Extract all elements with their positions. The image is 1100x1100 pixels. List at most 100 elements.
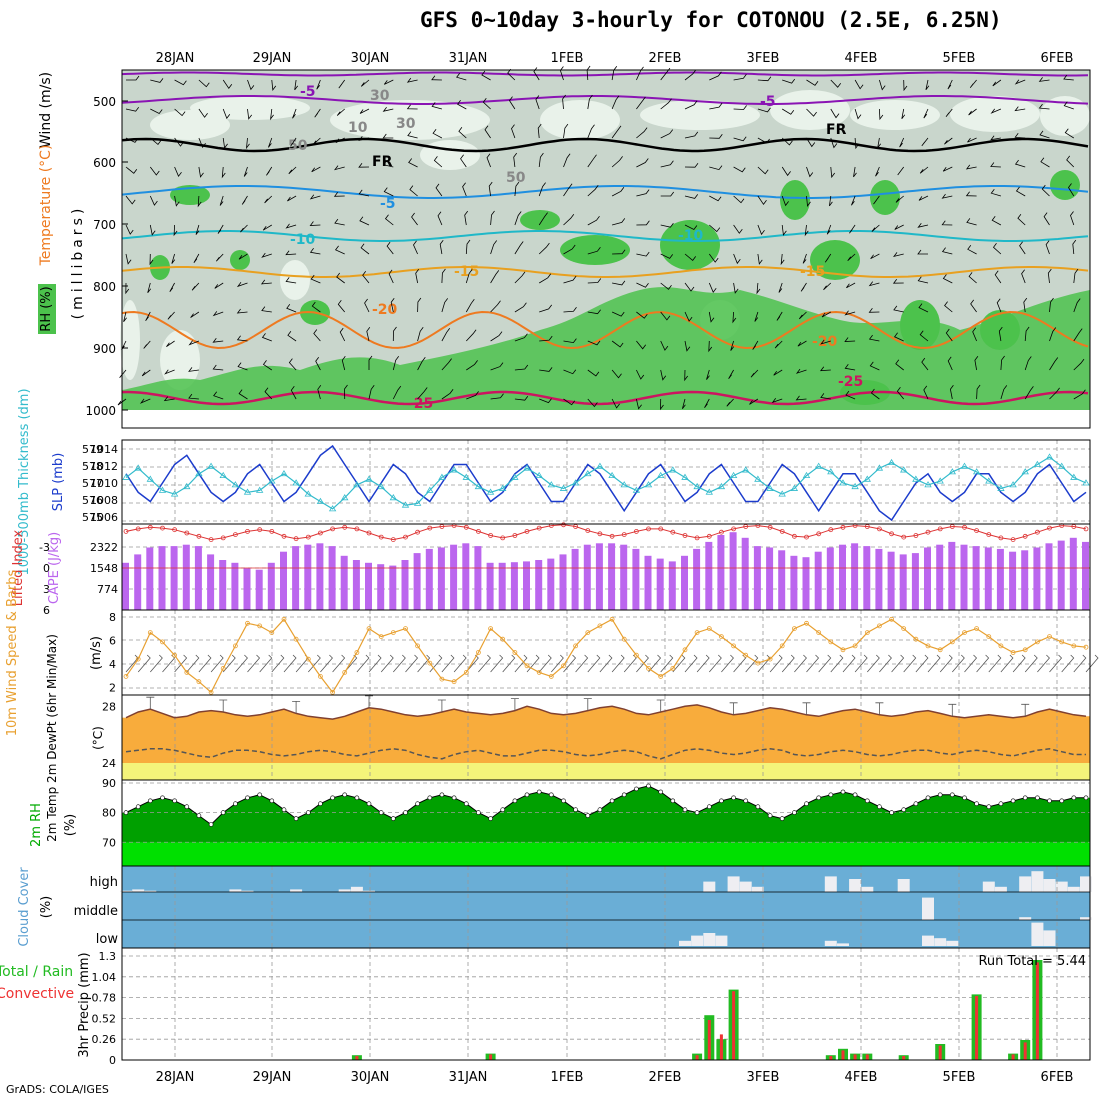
rh2m-point-0	[123, 810, 129, 815]
slp-line	[125, 444, 1087, 522]
wind-barb-208	[538, 182, 546, 197]
surface-wind-barb-62	[879, 654, 892, 673]
cloud-high-bar-71	[982, 881, 995, 892]
lifted-index-point-16	[317, 530, 323, 536]
wind-barb-477	[1073, 328, 1083, 342]
cloud-low-bar-49	[715, 935, 728, 946]
cape-bar-13	[280, 551, 287, 610]
lifted-index-point-55	[792, 533, 797, 539]
cape-bar-12	[267, 562, 275, 610]
wind-speed-point-47	[694, 630, 700, 635]
wind-barb-180	[481, 70, 491, 81]
date-label-top-28JAN: 28JAN	[156, 51, 195, 66]
surface-wind-barb-3	[162, 654, 176, 673]
isotherm-label-15: 50	[506, 170, 526, 186]
wind-speed-point-55	[792, 626, 797, 631]
surface-wind-barb-72	[1000, 654, 1014, 673]
wind-barb-406	[921, 357, 929, 371]
lifted-index-point-20	[366, 530, 372, 536]
cloud-high-bar-64	[897, 879, 910, 892]
wind-barb-19	[147, 282, 152, 293]
wind-barb-201	[514, 333, 528, 342]
label-precip-unit: 3hr Precip (mm)	[77, 952, 92, 1057]
thickness-point-3	[158, 486, 167, 493]
li-tick-3: 3	[43, 583, 50, 596]
temp-minmax-bar-68	[948, 703, 957, 717]
lifted-index-point-2	[147, 524, 153, 530]
rh2m-point-2	[148, 798, 153, 804]
wind-speed-point-65	[913, 636, 919, 642]
thickness-point-44	[656, 471, 665, 478]
surface-wind-barb-67	[939, 654, 953, 673]
rh2m-point-4	[172, 798, 177, 804]
wind-barb-101	[309, 221, 321, 226]
thickness-point-9	[231, 481, 240, 488]
cape-bar-9	[231, 562, 239, 610]
wind-speed-point-44	[658, 674, 664, 679]
label-wind: Wind (m/s)	[38, 72, 54, 148]
wind-barb-315	[757, 166, 769, 175]
wind-barb-294	[708, 253, 719, 263]
wind-barb-120	[360, 79, 370, 87]
date-label-bottom-1FEB: 1FEB	[551, 1070, 584, 1085]
cape-bar-53	[766, 547, 774, 610]
rh2m-point-54	[779, 816, 785, 821]
wind-speed-point-56	[804, 620, 809, 626]
wind-barb-412	[941, 193, 953, 199]
cape-bar-60	[851, 543, 859, 610]
lifted-index-point-66	[925, 529, 931, 535]
wind-barb-215	[539, 398, 552, 404]
wind-barb-229	[587, 94, 593, 110]
wind-barb-473	[1070, 211, 1075, 226]
precip-tick-0.52: 0.52	[92, 1012, 117, 1025]
wind-barb-33	[166, 340, 175, 348]
wind-barb-232	[587, 185, 599, 197]
wind-barb-355	[823, 282, 832, 291]
wind-barb-225	[563, 338, 577, 344]
wind-barb-68	[236, 308, 248, 314]
cape-bar-68	[948, 541, 956, 610]
label-precip-total: Total / Rain	[0, 964, 73, 980]
wind-barb-407	[923, 385, 929, 400]
date-label-bottom-5FEB: 5FEB	[943, 1070, 976, 1085]
isotherm-label-8: -15	[800, 264, 825, 280]
wind-barb-267	[660, 160, 674, 168]
surface-wind-barb-61	[866, 654, 880, 673]
wind-barb-161	[437, 211, 443, 226]
rh2m-point-57	[816, 795, 822, 801]
wind-barb-432	[992, 79, 1002, 87]
cape-bar-71	[984, 547, 992, 610]
isotherm-label-4: -5	[380, 196, 396, 212]
wind-barb-104	[311, 301, 321, 313]
surface-wind-barb-79	[1085, 654, 1099, 673]
rh2m-point-77	[1059, 798, 1064, 804]
rh-dry-patch-7	[850, 100, 940, 130]
wind-barb-369	[844, 337, 856, 342]
cape-bar-59	[839, 544, 846, 610]
surface-wind-barb-10	[247, 654, 261, 673]
cloud-high-bar-60	[849, 879, 862, 892]
wind-speed-point-9	[232, 643, 238, 649]
date-label-top-1FEB: 1FEB	[551, 51, 584, 66]
wind-barb-275	[660, 398, 664, 411]
wind-barb-349	[830, 108, 840, 119]
wind-barb-327	[781, 166, 791, 177]
wind-barb-248	[611, 311, 625, 317]
wind-barb-317	[757, 224, 765, 236]
precip-conv-bar-30	[489, 1054, 493, 1060]
wind-speed-point-11	[257, 623, 263, 629]
wind-barb-319	[756, 282, 761, 295]
wind-barb-385	[901, 108, 906, 120]
wind-barb-436	[990, 188, 1002, 197]
wind-barb-322	[750, 369, 759, 378]
wind-barb-476	[1073, 298, 1081, 313]
lifted-index-point-70	[974, 528, 979, 533]
wind-speed-point-43	[646, 666, 651, 671]
thickness-point-55	[790, 484, 799, 491]
wind-barb-392	[893, 305, 904, 313]
surface-wind-barb-5	[186, 654, 200, 673]
wind-barb-72	[271, 79, 277, 91]
thickness-point-19	[353, 481, 361, 488]
rh2m-point-67	[937, 792, 943, 798]
wind-barb-113	[334, 218, 345, 226]
